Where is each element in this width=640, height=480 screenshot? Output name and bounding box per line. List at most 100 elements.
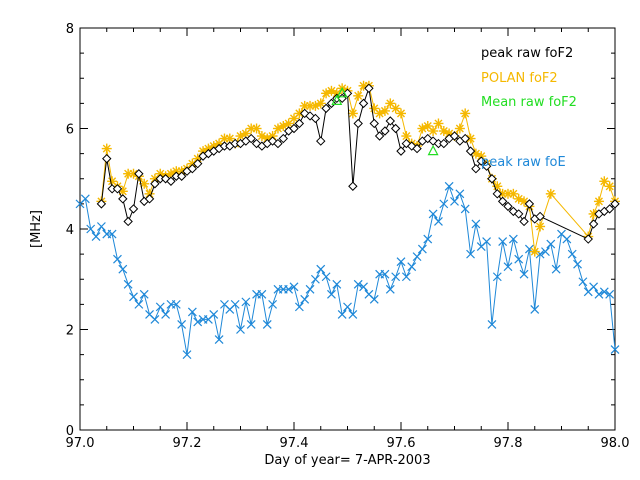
data-point-x <box>353 279 363 289</box>
data-point-x <box>107 229 117 239</box>
data-point-x <box>262 320 272 329</box>
data-point-x <box>300 294 310 304</box>
x-stroke <box>551 264 561 274</box>
data-point-x <box>396 257 406 267</box>
data-point-asterisk <box>433 118 444 129</box>
x-stroke <box>412 252 422 262</box>
data-point-x <box>412 252 422 262</box>
data-point-x <box>434 217 443 226</box>
data-point-asterisk <box>396 108 406 119</box>
x-stroke <box>161 310 171 319</box>
data-point-diamond <box>176 171 187 181</box>
data-point-diamond <box>396 146 406 156</box>
data-point-x <box>487 320 497 329</box>
x-stroke <box>230 299 240 309</box>
data-point-x <box>316 264 326 274</box>
data-point-diamond <box>503 201 513 212</box>
x-stroke <box>332 279 342 289</box>
x-stroke <box>214 335 224 344</box>
x-stroke <box>220 299 229 309</box>
data-point-diamond <box>460 133 470 144</box>
data-point-x <box>530 304 540 314</box>
asterisk-stroke <box>156 169 165 178</box>
data-point-x <box>369 294 379 304</box>
data-point-diamond <box>465 146 476 156</box>
data-point-triangle <box>331 94 343 105</box>
asterisk-stroke <box>102 144 111 153</box>
x-stroke <box>294 302 304 312</box>
x-stroke <box>177 320 187 329</box>
data-point-asterisk <box>588 208 599 219</box>
data-point-x <box>230 299 240 309</box>
x-stroke <box>578 277 588 287</box>
x-stroke <box>508 234 518 244</box>
data-point-asterisk <box>294 108 305 119</box>
x-stroke <box>466 249 475 259</box>
x-stroke <box>284 284 294 294</box>
asterisk-stroke <box>429 126 438 136</box>
data-point-x <box>519 269 529 279</box>
x-stroke <box>524 244 534 254</box>
asterisk-stroke <box>605 182 614 191</box>
data-point-x <box>380 269 390 279</box>
data-point-diamond <box>246 133 256 144</box>
data-point-x <box>241 297 251 307</box>
data-point-x <box>294 302 304 312</box>
x-stroke <box>428 209 438 219</box>
x-stroke <box>589 282 599 292</box>
data-point-asterisk <box>535 221 546 232</box>
data-point-diamond <box>128 204 139 214</box>
data-point-asterisk <box>353 90 364 101</box>
x-stroke <box>209 310 219 319</box>
axes: 97.0 97.2 97.4 97.6 97.8 98.0 0 2 4 6 8 <box>66 22 630 451</box>
data-point-x <box>343 302 352 312</box>
x-stroke <box>605 289 615 299</box>
data-point-asterisk <box>454 123 465 134</box>
x-tick-label: 97.6 <box>387 436 416 451</box>
x-stroke <box>396 257 406 267</box>
x-stroke <box>471 219 481 229</box>
data-point-diamond <box>353 118 363 129</box>
data-point-x <box>321 272 331 282</box>
x-stroke <box>96 222 106 231</box>
x-stroke <box>401 272 411 282</box>
data-point-x <box>257 289 267 299</box>
data-point-diamond <box>348 181 358 191</box>
legend-entry: peak raw foF2 <box>481 46 573 61</box>
x-stroke <box>348 310 358 319</box>
x-stroke <box>444 181 454 191</box>
data-point-diamond <box>471 163 481 174</box>
data-point-diamond <box>385 116 396 126</box>
data-point-x <box>605 289 615 299</box>
data-point-x <box>599 287 609 297</box>
x-stroke <box>594 289 604 299</box>
x-stroke <box>134 299 144 309</box>
data-point-asterisk <box>492 181 503 192</box>
data-point-x <box>573 259 582 269</box>
data-point-x <box>541 247 550 257</box>
data-point-diamond <box>476 156 486 166</box>
x-stroke <box>107 229 117 239</box>
data-point-x <box>466 249 475 259</box>
data-point-diamond <box>273 138 283 149</box>
y-tick-label: 0 <box>66 424 74 439</box>
data-point-x <box>246 320 256 329</box>
data-point-diamond <box>519 216 529 227</box>
asterisk-stroke <box>354 91 363 100</box>
x-stroke <box>599 287 609 297</box>
x-stroke <box>434 217 443 226</box>
data-point-x <box>171 299 181 309</box>
data-point-diamond <box>310 113 321 124</box>
data-point-x <box>80 194 90 204</box>
data-point-x <box>268 299 278 309</box>
x-stroke <box>241 297 251 307</box>
data-point-x <box>359 282 368 292</box>
y-tick-label: 4 <box>66 223 74 238</box>
asterisk-stroke <box>455 124 464 133</box>
data-point-x <box>471 219 481 229</box>
data-point-x <box>289 282 299 292</box>
x-stroke <box>503 262 513 272</box>
x-stroke <box>353 279 363 289</box>
x-stroke <box>498 237 508 246</box>
